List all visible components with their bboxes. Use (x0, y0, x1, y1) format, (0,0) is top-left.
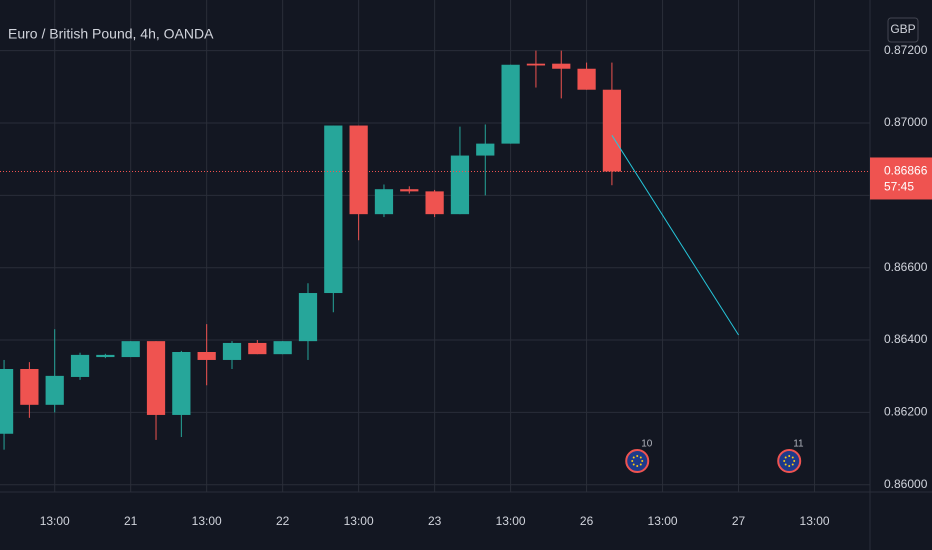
event-star (639, 456, 642, 459)
event-marker (777, 449, 802, 473)
event-star (788, 465, 791, 467)
event-count: 10 (641, 439, 653, 450)
candle-body (0, 369, 14, 434)
candle-body (425, 191, 444, 215)
y-tick-label: 0.86200 (884, 405, 928, 419)
candle-body (298, 293, 318, 342)
event-star (641, 460, 644, 462)
candle-body (121, 341, 140, 358)
candle-body (146, 341, 166, 415)
candle-body (349, 125, 368, 215)
candle-body (324, 125, 343, 294)
event-star (784, 463, 787, 466)
event-star (632, 463, 635, 466)
countdown-label: 57:45 (884, 180, 914, 194)
candle-body (20, 369, 39, 405)
candle-body (400, 189, 419, 192)
event-star (636, 465, 639, 467)
x-tick-label: 26 (580, 514, 594, 528)
candle-body (45, 375, 64, 405)
event-star (791, 463, 794, 466)
candle-body (172, 351, 191, 415)
candle-body (96, 354, 115, 358)
event-star (783, 460, 786, 462)
x-tick-label: 13:00 (800, 514, 830, 528)
x-tick-label: 21 (124, 514, 138, 528)
candle-body (476, 143, 495, 156)
y-tick-label: 0.86000 (884, 477, 928, 491)
event-star (631, 460, 634, 462)
candle-body (552, 63, 571, 69)
trend-line (611, 135, 739, 336)
candle-body (197, 351, 216, 360)
x-tick-label: 13:00 (496, 514, 526, 528)
x-tick-label: 22 (276, 514, 290, 528)
event-marker (625, 449, 650, 473)
x-tick-label: 23 (428, 514, 442, 528)
x-tick-label: 13:00 (192, 514, 222, 528)
candle-body (526, 63, 546, 66)
candle-body (273, 341, 292, 355)
candle-body (374, 189, 394, 215)
last-price-tag (870, 157, 932, 200)
x-tick-label: 13:00 (648, 514, 678, 528)
event-star (636, 455, 639, 457)
x-tick-label: 27 (732, 514, 746, 528)
event-star (639, 463, 642, 466)
y-tick-label: 0.86600 (884, 260, 928, 274)
chart-title: Euro / British Pound, 4h, OANDA (8, 26, 214, 42)
event-star (788, 455, 791, 457)
candle-body (602, 89, 622, 172)
event-star (632, 456, 635, 459)
candle-body (577, 68, 596, 90)
x-tick-label: 13:00 (40, 514, 70, 528)
y-tick-label: 0.86400 (884, 332, 928, 346)
candle-body (450, 155, 470, 215)
x-tick-label: 13:00 (344, 514, 374, 528)
y-tick-label: 0.87200 (884, 43, 928, 57)
event-count: 11 (793, 439, 804, 450)
candle-body (222, 342, 242, 360)
candle-body (501, 64, 520, 144)
y-tick-label: 0.87000 (884, 115, 928, 129)
candle-body (248, 342, 267, 355)
event-star (793, 460, 796, 462)
candle-body (70, 354, 90, 377)
event-star (784, 456, 787, 459)
currency-label: GBP (890, 22, 915, 36)
last-price-label: 0.86866 (884, 164, 928, 178)
currency-button[interactable] (887, 17, 919, 43)
event-star (791, 456, 794, 459)
